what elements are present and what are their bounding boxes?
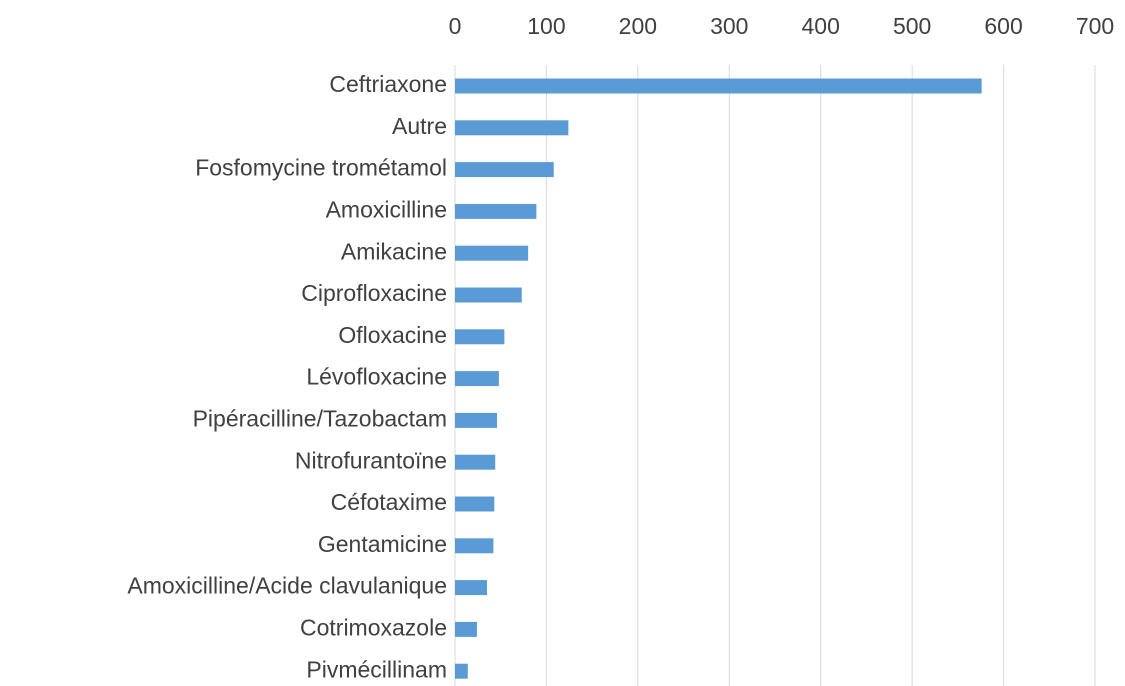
bar [455,203,537,219]
y-tick-label: Lévofloxacine [306,364,447,390]
y-tick-label: Nitrofurantoïne [295,447,447,473]
bar [455,371,499,387]
bar [455,78,982,94]
x-tick-label: 500 [893,13,931,39]
y-tick-label: Amikacine [341,238,447,264]
bar [455,580,487,596]
x-tick-label: 600 [984,13,1022,39]
y-tick-label: Ofloxacine [338,322,447,348]
x-tick-label: 400 [802,13,840,39]
bar [455,329,505,345]
x-tick-label: 700 [1076,13,1114,39]
y-tick-label: Cotrimoxazole [300,614,447,640]
bar [455,663,468,679]
bar [455,538,494,554]
y-tick-label: Céfotaxime [331,489,447,515]
bar [455,412,498,428]
y-tick-label: Autre [392,113,447,139]
bar [455,162,554,178]
bar [455,621,477,637]
x-tick-label: 100 [527,13,565,39]
x-tick-label: 200 [619,13,657,39]
y-tick-label: Pipéracilline/Tazobactam [193,405,447,431]
y-tick-label: Amoxicilline [326,196,447,222]
bar [455,120,569,136]
y-tick-label: Ciprofloxacine [301,280,447,306]
y-tick-label: Pivmécillinam [306,656,447,682]
x-tick-label: 0 [449,13,462,39]
bar [455,287,522,303]
x-tick-label: 300 [710,13,748,39]
y-tick-label: Amoxicilline/Acide clavulanique [127,573,447,599]
y-tick-label: Gentamicine [318,531,447,557]
bar [455,454,496,470]
bar [455,496,495,512]
y-tick-label: Ceftriaxone [329,71,447,97]
bar [455,245,529,261]
y-tick-label: Fosfomycine trométamol [195,155,447,181]
